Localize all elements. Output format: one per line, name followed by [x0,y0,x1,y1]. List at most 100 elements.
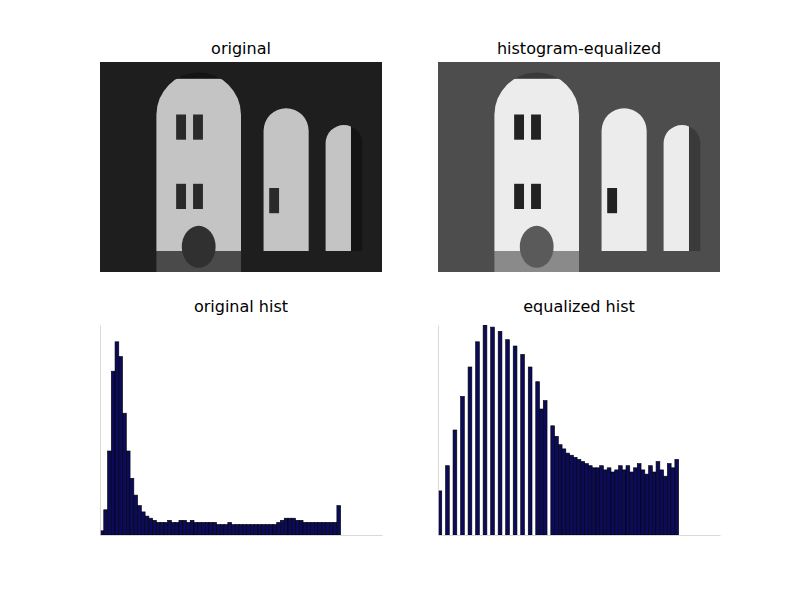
bar [194,522,198,535]
bar [585,464,589,535]
background [0,0,800,595]
axis-line [439,535,721,536]
bar [307,522,311,535]
image-window [531,184,541,209]
bar [205,522,209,535]
bar [442,535,446,536]
bar [652,472,656,535]
bar [453,430,457,535]
image-arches [438,62,720,272]
bar [254,525,258,536]
bar [491,327,495,535]
image-plant [182,226,216,268]
bar [555,436,559,535]
bar [603,470,607,535]
bar [528,367,532,535]
image-background [438,62,720,272]
bar [277,522,281,535]
bar [141,512,145,535]
bar [247,525,251,536]
bar [645,474,649,535]
image-window [176,184,186,209]
bar [250,525,254,536]
bar [126,451,130,535]
bar [224,525,228,536]
bar [637,464,641,535]
bar [318,522,322,535]
x-axis [439,535,721,536]
bar [130,478,134,535]
bar [457,535,461,536]
bar [235,525,239,536]
image-panel [438,62,720,272]
bar [468,367,472,535]
bar [149,518,153,535]
bar [521,354,525,535]
bar [566,453,570,535]
panel-title: original hist [194,297,288,316]
bar [145,516,149,535]
bar [607,468,611,535]
image-window [193,115,203,140]
y-axis [438,326,439,536]
bar [562,449,566,535]
bar [618,466,622,535]
panel-title: histogram-equalized [497,39,661,58]
bar [626,466,630,535]
bar [262,525,266,536]
bar [243,525,247,536]
bar [664,476,668,535]
bar [326,522,330,535]
bar [119,357,123,536]
bar [175,522,179,535]
axis-line [100,326,101,536]
bar [190,520,194,535]
image-window [514,115,524,140]
bar [675,459,679,535]
bar [299,520,303,535]
bar [476,342,480,535]
bar [108,451,112,535]
bar [596,468,600,535]
bar [509,535,513,536]
bar [611,472,615,535]
bar [536,382,540,535]
bar [634,468,638,535]
bar [558,445,562,535]
bar [513,346,517,535]
bar [588,466,592,535]
figure: originalhistogram-equalizedoriginal hist… [0,0,800,595]
histogram-panel [100,326,383,536]
bar [104,510,108,535]
bar [134,495,138,535]
bar [265,525,269,536]
bar [333,522,337,535]
axis-line [438,326,439,536]
bar [532,535,536,536]
bar [217,525,221,536]
bar [649,466,653,535]
axis-line [101,535,383,536]
bar [540,409,544,535]
bar [570,455,574,535]
bar [551,426,555,535]
image-window [269,188,279,213]
bar [615,470,619,535]
bar [186,522,190,535]
image-panel [100,62,382,272]
bar [153,520,157,535]
bars [438,325,679,535]
bar [506,340,510,535]
x-axis [101,535,383,536]
bar [156,522,160,535]
bar [573,457,577,535]
bar [284,518,288,535]
bar [288,518,292,535]
image-background [100,62,382,272]
image-window [193,184,203,209]
bar [600,466,604,535]
bar [179,520,183,535]
bar [667,464,671,535]
bar [314,522,318,535]
bars [100,342,341,535]
